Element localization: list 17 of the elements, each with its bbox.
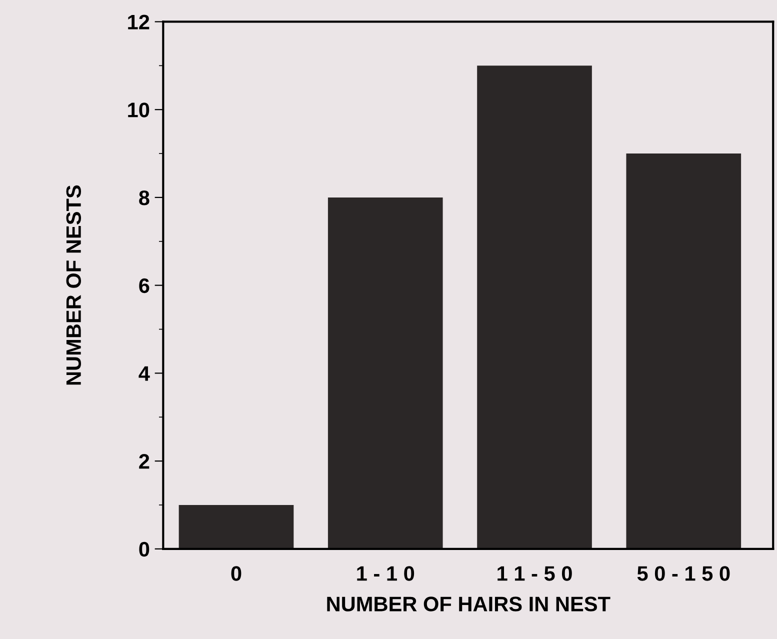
bar (477, 66, 592, 549)
y-tick-label: 4 (138, 366, 150, 381)
x-tick-label: 1 1 - 5 0 (498, 566, 572, 581)
x-tick-label: 0 (231, 566, 242, 581)
y-tick-label: 0 (139, 542, 150, 557)
bar (626, 154, 742, 549)
y-tick-label: 8 (139, 190, 150, 206)
bar (328, 197, 443, 549)
y-tick-label: 12 (128, 14, 150, 30)
x-tick-label: 5 0 - 1 5 0 (637, 566, 730, 581)
y-tick-label: 2 (139, 454, 150, 469)
bar (178, 504, 294, 549)
x-axis-title: NUMBER OF HAIRS IN NEST (327, 596, 610, 612)
x-tick-label: 1 - 1 0 (357, 566, 414, 581)
y-tick-label: 6 (139, 278, 150, 294)
y-tick-label: 10 (128, 102, 150, 118)
y-axis-title: NUMBER OF NESTS (66, 185, 82, 385)
